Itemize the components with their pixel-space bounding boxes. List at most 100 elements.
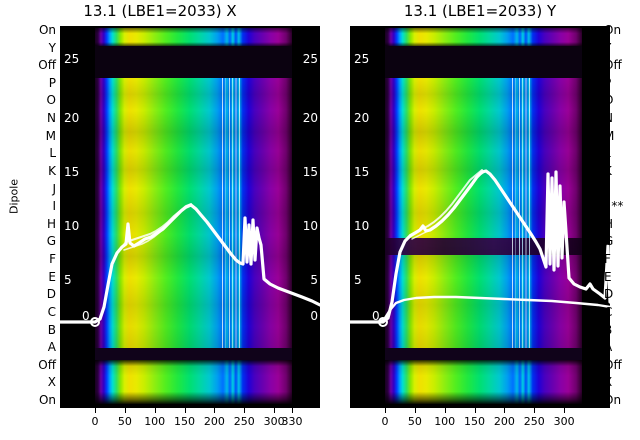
- x-tick-mark: [124, 408, 126, 413]
- inner-tick-left-15: 15: [354, 165, 370, 179]
- category-tick-o-4: O: [46, 93, 56, 108]
- category-tick-on-0: On: [38, 23, 56, 37]
- inner-tick-right-5: 5: [310, 273, 318, 287]
- panel-title-y: 13.1 (LBE1=2033) Y: [403, 2, 557, 20]
- category-tick-m-6: M: [604, 128, 615, 143]
- x-tick-label: 200: [493, 415, 515, 428]
- x-tick-label: 330: [281, 415, 303, 428]
- category-tick-n-5: N: [604, 111, 613, 126]
- heat-gap-upper: [95, 46, 292, 78]
- x-tick-mark: [504, 408, 506, 413]
- category-tick-i-10: I **: [604, 199, 624, 214]
- category-tick-h-11: H: [46, 216, 56, 231]
- category-tick-x-20: X: [47, 375, 56, 390]
- category-tick-off-19: Off: [604, 357, 622, 372]
- x-tick-label: 200: [203, 415, 225, 428]
- category-tick-d-15: D: [604, 287, 614, 302]
- plot-area-x[interactable]: 25 20 15 10 5 0 25 20 15 10 5 0: [60, 26, 320, 408]
- category-tick-off-2: Off: [604, 58, 622, 73]
- heat-gap-lower: [95, 348, 292, 360]
- x-tick-mark: [95, 408, 96, 413]
- category-tick-a-18: A: [604, 340, 613, 355]
- category-tick-l-7: L: [604, 146, 611, 161]
- x-tick-label: 250: [523, 415, 545, 428]
- inner-tick-left-25: 25: [354, 52, 370, 66]
- category-tick-off-2: Off: [38, 58, 56, 73]
- category-tick-k-8: K: [604, 163, 612, 178]
- category-tick-p-3: P: [604, 75, 612, 90]
- x-tick-mark: [564, 408, 566, 413]
- spike-columns: [95, 78, 292, 348]
- heat-band-bottom: [95, 360, 292, 404]
- category-tick-e-14: E: [48, 269, 56, 284]
- inner-tick-left-0: 0: [372, 309, 380, 323]
- x-tick-label: 300: [553, 415, 575, 428]
- category-tick-off-19: Off: [38, 357, 56, 372]
- heat-band-main: [95, 78, 292, 348]
- x-tick-mark: [184, 408, 186, 413]
- category-tick-n-5: N: [47, 111, 56, 126]
- category-tick-h-11: H: [604, 216, 614, 231]
- heat-band-top: [95, 28, 292, 46]
- category-tick-o-4: O: [604, 93, 614, 108]
- category-tick-b-17: B: [47, 322, 56, 337]
- x-tick-mark: [274, 408, 276, 413]
- x-tick-label: 50: [407, 415, 422, 428]
- inner-tick-left-20: 20: [64, 111, 80, 125]
- inner-tick-left-0: 0: [82, 309, 90, 323]
- inner-tick-left-5: 5: [64, 273, 72, 287]
- category-tick-k-8: K: [48, 163, 56, 178]
- category-tick-on-0: On: [604, 23, 622, 37]
- inner-tick-right-25: 25: [302, 52, 318, 66]
- dark-stripe-row-i: [385, 238, 582, 255]
- x-tick-label: 250: [233, 415, 255, 428]
- heat-band-bottom: [385, 360, 582, 404]
- inner-tick-left-25: 25: [64, 52, 80, 66]
- inner-tick-left-15: 15: [64, 165, 80, 179]
- inner-tick-right-0: 0: [310, 309, 318, 323]
- category-tick-y-1: Y: [48, 40, 56, 55]
- category-tick-f-13: F: [49, 252, 56, 267]
- category-tick-x-20: X: [604, 375, 613, 390]
- panel-title-x: 13.1 (LBE1=2033) X: [83, 2, 237, 20]
- category-tick-l-7: L: [49, 146, 56, 161]
- category-tick-i-10: I: [52, 199, 56, 214]
- category-tick-y-1: Y: [604, 40, 612, 55]
- category-tick-d-15: D: [46, 287, 56, 302]
- inner-tick-left-20: 20: [354, 111, 370, 125]
- x-tick-mark: [244, 408, 246, 413]
- heat-gap-lower: [385, 348, 582, 360]
- x-tick-label: 0: [381, 415, 389, 428]
- category-tick-on-21: On: [604, 393, 622, 407]
- x-tick-label: 150: [174, 415, 196, 428]
- category-tick-m-6: M: [45, 128, 56, 143]
- panel-y: 13.1 (LBE1=2033) Y: [320, 0, 640, 440]
- category-tick-c-16: C: [47, 304, 56, 319]
- category-tick-b-17: B: [604, 322, 613, 337]
- x-tick-label: 300: [263, 415, 285, 428]
- category-tick-c-16: C: [604, 304, 613, 319]
- inner-tick-right-10: 10: [302, 219, 318, 233]
- heat-band-top: [385, 28, 582, 46]
- x-tick-mark: [414, 408, 416, 413]
- x-tick-label: 50: [117, 415, 132, 428]
- inner-tick-left-10: 10: [64, 219, 80, 233]
- inner-tick-left-10: 10: [354, 219, 370, 233]
- category-tick-a-18: A: [47, 340, 56, 355]
- x-tick-mark: [474, 408, 476, 413]
- x-tick-label: 150: [464, 415, 486, 428]
- heatmap-x: [95, 26, 292, 408]
- category-tick-j-9: J: [604, 181, 608, 196]
- category-tick-on-21: On: [38, 393, 56, 407]
- spike-columns: [385, 78, 582, 348]
- inner-tick-left-5: 5: [354, 273, 362, 287]
- plot-area-y[interactable]: 25 20 15 10 5 0: [350, 26, 610, 408]
- x-tick-mark: [214, 408, 216, 413]
- x-tick-mark: [154, 408, 156, 413]
- category-tick-e-14: E: [604, 269, 612, 284]
- x-tick-label: 0: [91, 415, 99, 428]
- category-tick-g-12: G: [604, 234, 614, 249]
- heat-band-main: [385, 78, 582, 348]
- category-tick-j-9: J: [52, 181, 56, 196]
